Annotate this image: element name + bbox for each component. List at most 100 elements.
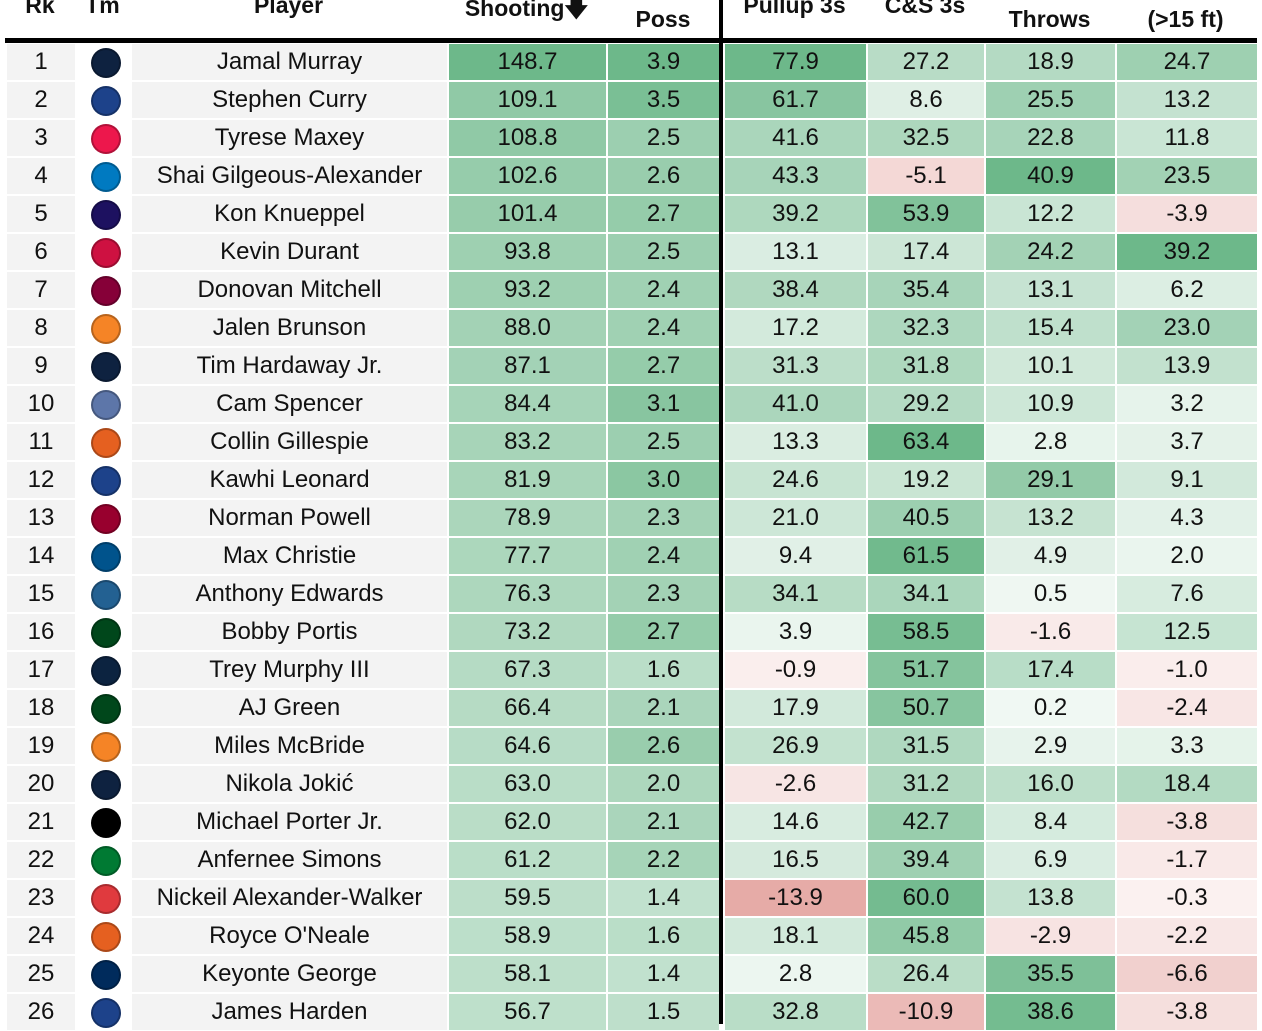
cs-cell: 53.9 <box>868 196 984 232</box>
team-logo-cell <box>77 880 130 916</box>
rk-cell: 19 <box>7 728 75 764</box>
pullup-cell: 9.4 <box>725 538 866 574</box>
table-row: 25 Keyonte George 58.1 1.4 2.8 26.4 35.5 -6.6 <box>5 955 1257 993</box>
rk-cell: 20 <box>7 766 75 802</box>
table-row: 8 Jalen Brunson 88.0 2.4 17.2 32.3 15.4 23.0 <box>5 309 1257 347</box>
player-cell: Shai Gilgeous-Alexander <box>132 158 447 194</box>
table-row: 21 Michael Porter Jr. 62.0 2.1 14.6 42.7 8.4 -3… <box>5 803 1257 841</box>
rk-cell: 22 <box>7 842 75 878</box>
table-row: 17 Trey Murphy III 67.3 1.6 -0.9 51.7 17.4 -1.0 <box>5 651 1257 689</box>
pullup-cell: 34.1 <box>725 576 866 612</box>
rk-cell: 11 <box>7 424 75 460</box>
player-cell: Anthony Edwards <box>132 576 447 612</box>
poss-cell: 1.5 <box>608 994 719 1030</box>
shooting-cell: 58.1 <box>449 956 606 992</box>
pullup-cell: 3.9 <box>725 614 866 650</box>
header-cs[interactable]: C&S 3s <box>866 0 984 38</box>
cs-cell: 31.8 <box>868 348 984 384</box>
team-logo-cell <box>77 766 130 802</box>
rk-cell: 15 <box>7 576 75 612</box>
team-logo-cha-icon <box>91 200 121 230</box>
table-row: 11 Collin Gillespie 83.2 2.5 13.3 63.4 2.8 3.7 <box>5 423 1257 461</box>
shooting-cell: 101.4 <box>449 196 606 232</box>
table-row: 10 Cam Spencer 84.4 3.1 41.0 29.2 10.9 3.2 <box>5 385 1257 423</box>
team-logo-phi-icon <box>91 124 121 154</box>
shooting-cell: 84.4 <box>449 386 606 422</box>
pullup-cell: 14.6 <box>725 804 866 840</box>
team-logo-cell <box>77 386 130 422</box>
team-logo-cell <box>77 462 130 498</box>
throws-cell: 22.8 <box>986 120 1115 156</box>
rk-cell: 18 <box>7 690 75 726</box>
team-logo-cell <box>77 614 130 650</box>
jumpers-cell: -1.7 <box>1117 842 1257 878</box>
cs-cell: 31.2 <box>868 766 984 802</box>
header-poss[interactable]: Poss <box>606 0 720 38</box>
throws-cell: -2.9 <box>986 918 1115 954</box>
team-logo-cell <box>77 348 130 384</box>
header-jumpers-label: (>15 ft) <box>1147 6 1224 32</box>
jumpers-cell: -2.4 <box>1117 690 1257 726</box>
cs-cell: 8.6 <box>868 82 984 118</box>
cs-cell: 40.5 <box>868 500 984 536</box>
table-row: 20 Nikola Jokić 63.0 2.0 -2.6 31.2 16.0 18.4 <box>5 765 1257 803</box>
header-tm[interactable]: Tm <box>75 0 130 38</box>
jumpers-cell: -3.8 <box>1117 804 1257 840</box>
jumpers-cell: -1.0 <box>1117 652 1257 688</box>
header-jumpers[interactable]: (>15 ft) <box>1115 0 1256 38</box>
table-row: 24 Royce O'Neale 58.9 1.6 18.1 45.8 -2.9 -2.2 <box>5 917 1257 955</box>
header-divider <box>5 38 1257 43</box>
table-row: 9 Tim Hardaway Jr. 87.1 2.7 31.3 31.8 10.1 13.9 <box>5 347 1257 385</box>
pullup-cell: 13.1 <box>725 234 866 270</box>
jumpers-cell: -2.2 <box>1117 918 1257 954</box>
team-logo-cell <box>77 196 130 232</box>
shooting-cell: 67.3 <box>449 652 606 688</box>
shooting-cell: 148.7 <box>449 44 606 80</box>
team-logo-den-icon <box>91 48 121 78</box>
table-row: 4 Shai Gilgeous-Alexander 102.6 2.6 43.3 -5.1… <box>5 157 1257 195</box>
poss-cell: 2.7 <box>608 614 719 650</box>
shooting-cell: 56.7 <box>449 994 606 1030</box>
cs-cell: 19.2 <box>868 462 984 498</box>
player-cell: Tim Hardaway Jr. <box>132 348 447 384</box>
throws-cell: 0.5 <box>986 576 1115 612</box>
poss-cell: 2.5 <box>608 234 719 270</box>
header-throws[interactable]: Throws <box>984 0 1115 38</box>
rk-cell: 21 <box>7 804 75 840</box>
shooting-cell: 66.4 <box>449 690 606 726</box>
throws-cell: 6.9 <box>986 842 1115 878</box>
header-player[interactable]: Player <box>130 0 447 38</box>
player-cell: Collin Gillespie <box>132 424 447 460</box>
throws-cell: 18.9 <box>986 44 1115 80</box>
team-logo-uta-icon <box>91 960 121 990</box>
player-cell: Trey Murphy III <box>132 652 447 688</box>
throws-cell: 15.4 <box>986 310 1115 346</box>
cs-cell: 60.0 <box>868 880 984 916</box>
team-logo-phx-icon <box>91 922 121 952</box>
player-cell: Jalen Brunson <box>132 310 447 346</box>
cs-cell: 27.2 <box>868 44 984 80</box>
jumpers-cell: 9.1 <box>1117 462 1257 498</box>
jumpers-cell: 4.3 <box>1117 500 1257 536</box>
header-shooting[interactable]: Shooting🡇 <box>447 0 606 38</box>
rk-cell: 7 <box>7 272 75 308</box>
player-cell: Tyrese Maxey <box>132 120 447 156</box>
pullup-cell: 61.7 <box>725 82 866 118</box>
header-pullup[interactable]: Pullup 3s <box>723 0 866 38</box>
team-logo-cell <box>77 690 130 726</box>
arrow-down-icon: 🡇 <box>564 0 589 21</box>
pullup-cell: 41.0 <box>725 386 866 422</box>
throws-cell: 13.2 <box>986 500 1115 536</box>
pullup-cell: 77.9 <box>725 44 866 80</box>
shooting-cell: 88.0 <box>449 310 606 346</box>
team-logo-bkn-icon <box>91 808 121 838</box>
header-rk[interactable]: Rk <box>5 0 75 38</box>
header-rk-label: Rk <box>25 0 55 18</box>
team-logo-cell <box>77 158 130 194</box>
cs-cell: 35.4 <box>868 272 984 308</box>
team-logo-cell <box>77 652 130 688</box>
poss-cell: 3.9 <box>608 44 719 80</box>
poss-cell: 2.3 <box>608 500 719 536</box>
poss-cell: 1.6 <box>608 918 719 954</box>
player-cell: Kon Knueppel <box>132 196 447 232</box>
